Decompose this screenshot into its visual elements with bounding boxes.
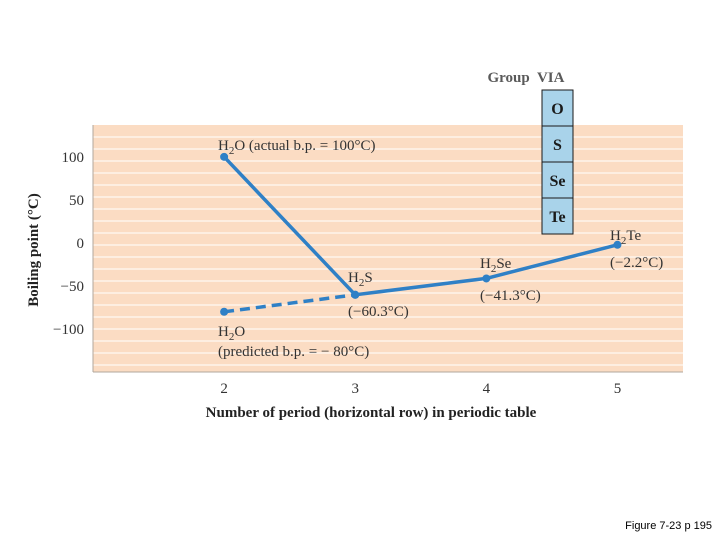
y-axis-title: Boiling point (°C) [26, 193, 42, 307]
x-tick-label: 4 [483, 381, 491, 397]
label-h2o-predicted-name: H2O [218, 324, 245, 343]
plot-area [93, 125, 683, 372]
x-tick-labels: 2 3 4 5 [220, 381, 621, 397]
label-h2s-name: H2S [348, 270, 373, 289]
data-point-predicted [351, 290, 360, 299]
group-element-symbol: Te [549, 209, 565, 226]
y-tick-label: −100 [53, 322, 84, 338]
x-tick-label: 5 [614, 381, 622, 397]
x-tick-label: 2 [220, 381, 228, 397]
data-point-predicted [220, 307, 229, 316]
series-line-actual [222, 155, 618, 297]
label-h2o-actual: H2O (actual b.p. = 100°C) [218, 138, 375, 157]
group-element-cell [541, 125, 574, 163]
group-element-cell [541, 89, 574, 127]
y-tick-labels: 100 50 0 −50 −100 [53, 150, 84, 338]
grid-lines [93, 136, 683, 366]
y-tick-label: −50 [61, 279, 84, 295]
label-h2o-predicted-value: (predicted b.p. = − 80°C) [218, 344, 369, 360]
x-axis-title: Number of period (horizontal row) in per… [206, 405, 537, 421]
group-element-symbol: S [553, 137, 562, 154]
label-h2se-value: (−41.3°C) [480, 288, 541, 304]
label-h2te-value: (−2.2°C) [610, 255, 663, 271]
point-annotations: H2O (actual b.p. = 100°C) H2S (−60.3°C) … [218, 138, 663, 360]
group-element-cell [541, 197, 574, 235]
group-via-box: Group VIA O S Se Te [488, 70, 574, 235]
y-tick-label: 50 [69, 193, 84, 209]
data-point-actual [220, 152, 229, 161]
y-tick-label: 0 [77, 236, 85, 252]
series-line-predicted [223, 293, 356, 314]
x-tick-label: 3 [351, 381, 359, 397]
y-tick-label: 100 [62, 150, 85, 166]
group-via-title: Group VIA [488, 70, 565, 86]
group-element-symbol: Se [550, 173, 566, 190]
group-element-symbol: O [551, 101, 563, 118]
data-point-actual [613, 240, 622, 249]
label-h2se-name: H2Se [480, 256, 512, 275]
group-element-cell [541, 161, 574, 199]
data-point-actual [482, 274, 491, 283]
label-h2te-name: H2Te [610, 228, 641, 247]
series-layer [220, 152, 622, 316]
label-h2s-value: (−60.3°C) [348, 304, 409, 320]
figure-caption: Figure 7-23 p 195 [625, 520, 712, 532]
